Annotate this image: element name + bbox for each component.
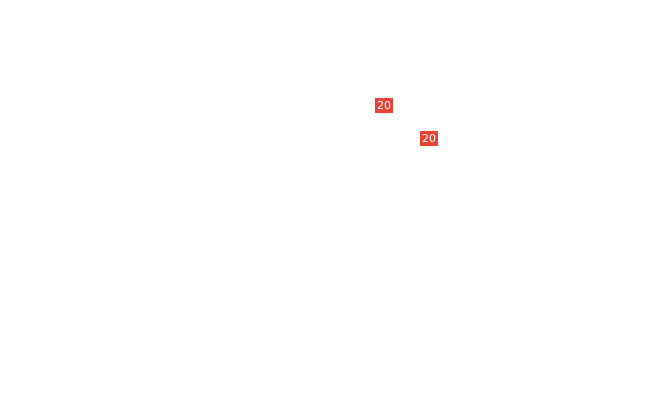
count-badge[interactable]: 20 bbox=[420, 131, 438, 146]
count-badge[interactable]: 20 bbox=[375, 98, 393, 113]
